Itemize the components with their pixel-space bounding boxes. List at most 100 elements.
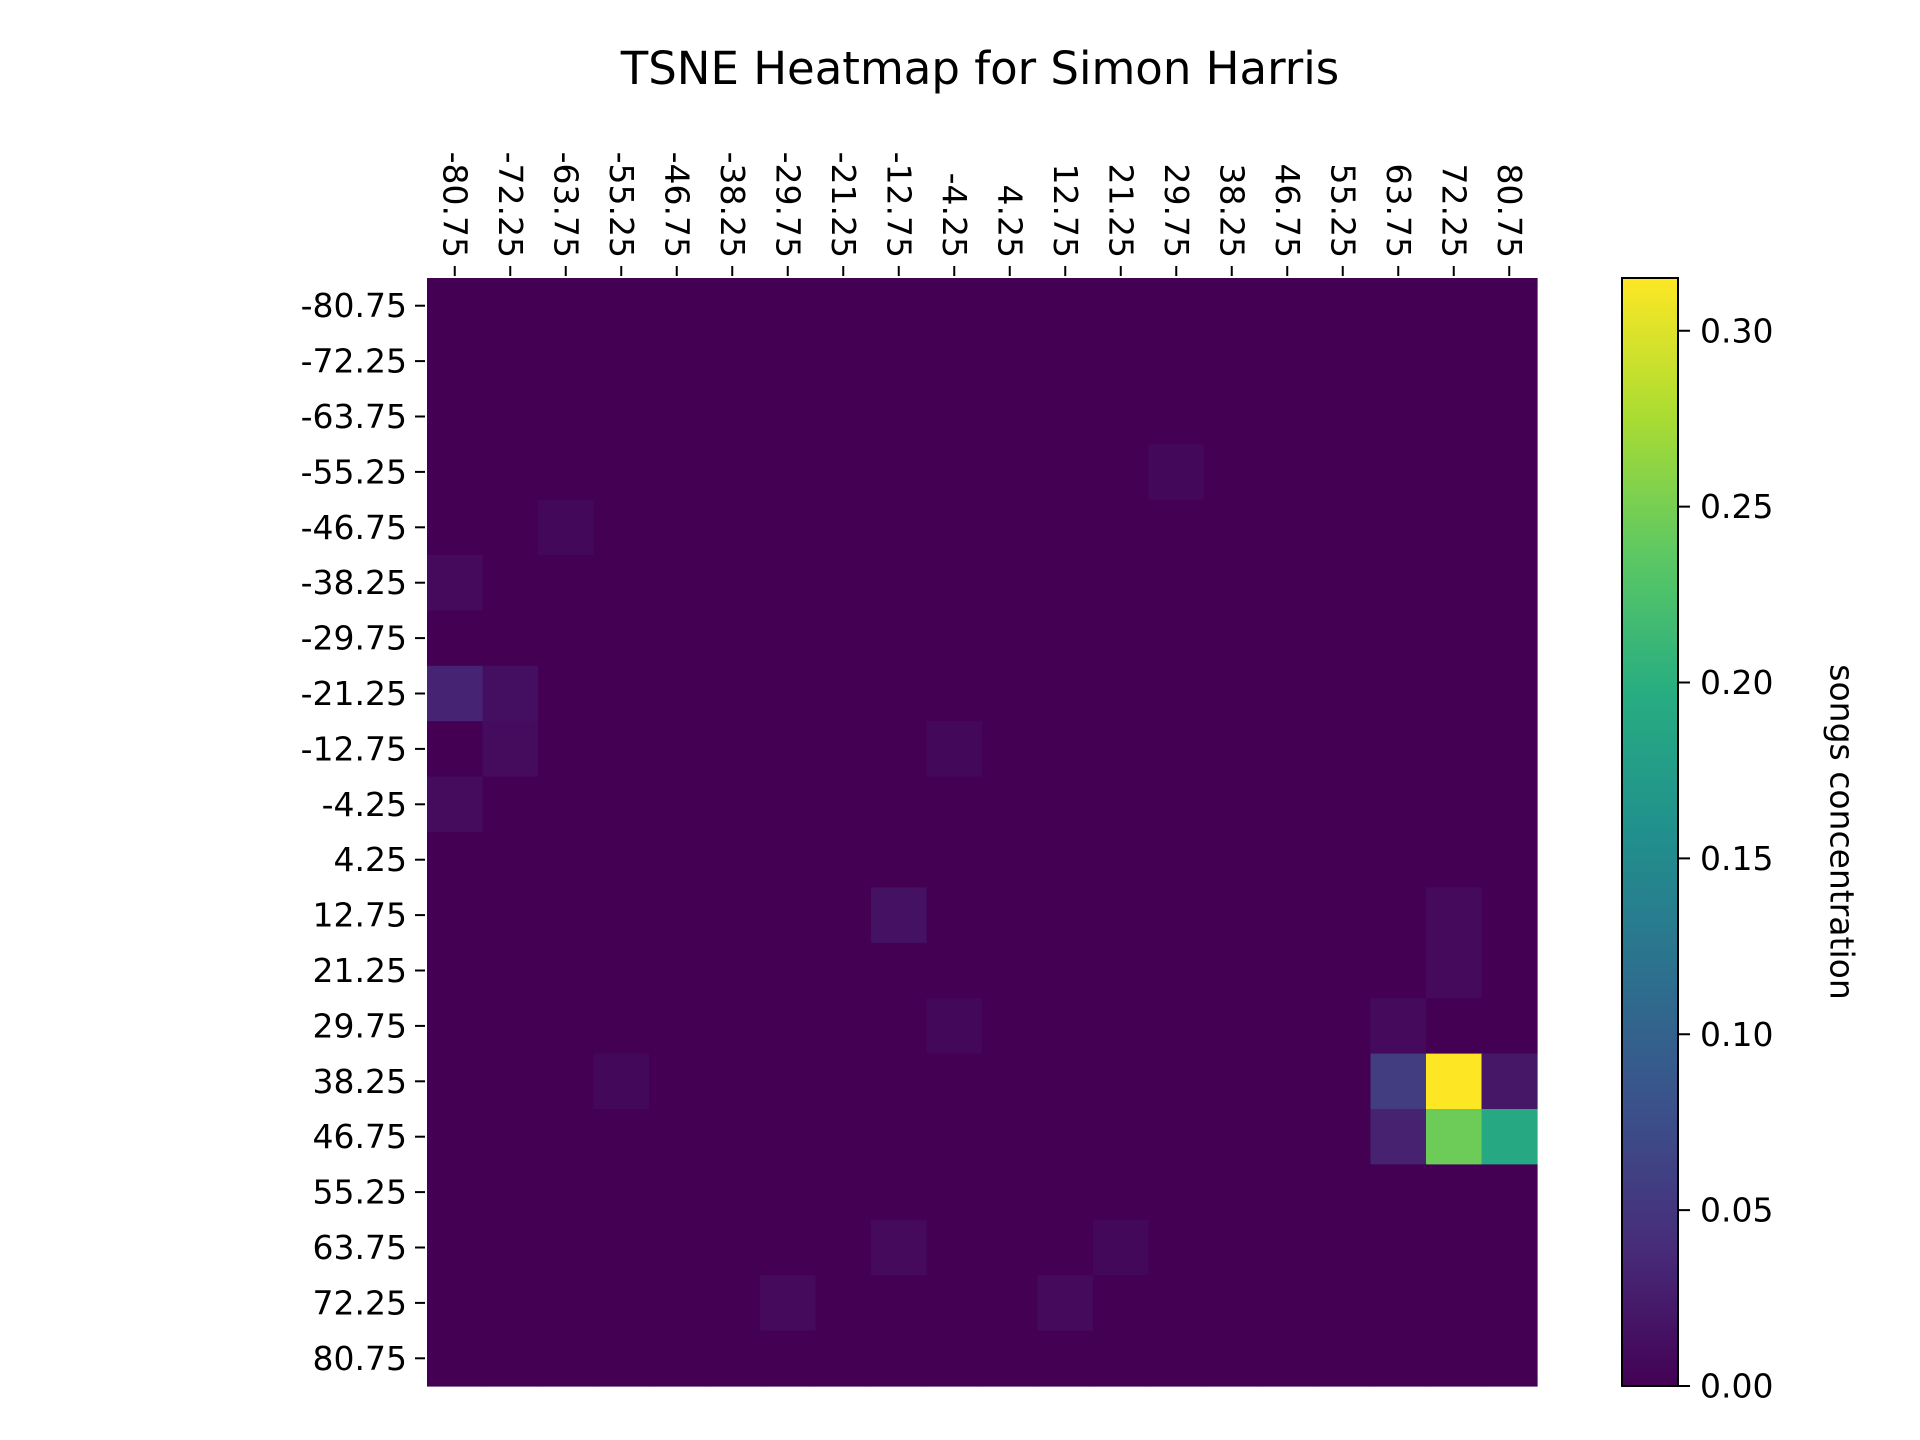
heatmap-cell [926,1275,983,1332]
heatmap-cell [704,998,761,1055]
heatmap-cell [926,998,983,1055]
heatmap-cell [1204,555,1261,611]
heatmap-cell [815,1219,872,1276]
y-tick-label: -46.75 [301,508,407,547]
heatmap-cell [1148,1330,1205,1387]
heatmap-cell [538,333,595,390]
heatmap-cell [593,1109,650,1165]
heatmap-cell [1259,555,1316,611]
heatmap-cell [593,776,650,833]
colorbar-ticks: 0.00 0.05 0.10 0.15 0.20 0.25 0.30 [1678,311,1773,1406]
heatmap-cell [538,1109,595,1165]
heatmap-cell [649,998,706,1055]
heatmap-cell [1481,333,1538,390]
heatmap-cell [871,721,928,778]
x-tick-label: 55.25 [1323,164,1362,258]
heatmap-cell [1481,444,1538,501]
heatmap-cell [649,832,706,888]
heatmap-cell [1370,1330,1427,1387]
heatmap-cell [1481,1109,1538,1165]
heatmap-cell [427,1164,484,1221]
heatmap-cell [1093,1164,1150,1221]
heatmap-cell [871,278,928,334]
heatmap-cell [649,610,706,667]
heatmap-cell [593,998,650,1055]
heatmap-cell [815,278,872,334]
heatmap-cell [1093,388,1150,445]
heatmap-cell [593,1275,650,1332]
heatmap-cell [538,776,595,833]
heatmap-cell [1370,1219,1427,1276]
heatmap-cell [482,1164,539,1221]
heatmap-cell [926,776,983,833]
heatmap-cell [871,388,928,445]
heatmap-cell [1148,610,1205,667]
colorbar-tick-label: 0.30 [1700,311,1773,350]
heatmap-cell [1426,665,1483,722]
heatmap-cell [760,942,817,999]
heatmap-cell [1315,776,1372,833]
y-axis: -80.75 -72.25 -63.75 -55.25 -46.75 -38.25 -29.… [301,286,425,1378]
heatmap-cell [593,887,650,944]
heatmap-cell [538,721,595,778]
y-tick-label: -4.25 [322,785,407,824]
y-tick-label: 29.75 [313,1006,407,1045]
x-tick-label: 38.25 [1212,164,1251,258]
heatmap-cell [482,499,539,556]
heatmap-cell [1315,610,1372,667]
heatmap-cell [538,998,595,1055]
heatmap-cell [538,887,595,944]
heatmap-cell [704,1275,761,1332]
heatmap-cell [871,610,928,667]
y-tick-label: -80.75 [301,286,407,325]
x-tick-label: 29.75 [1157,164,1196,258]
heatmap-cell [1037,1053,1094,1110]
heatmap-cell [1481,832,1538,888]
heatmap-cell [982,998,1039,1055]
heatmap-cell [1204,776,1261,833]
heatmap-cell [871,665,928,722]
x-tick-label: -80.75 [435,152,474,258]
heatmap-cell [871,555,928,611]
heatmap-cell [1037,832,1094,888]
heatmap-cell [1037,555,1094,611]
heatmap-cell [1481,776,1538,833]
heatmap-cell [649,278,706,334]
heatmap-cell [1259,1164,1316,1221]
heatmap-cell [1204,665,1261,722]
heatmap-cell [760,610,817,667]
heatmap-cell [427,610,484,667]
heatmap-cell [593,1330,650,1387]
heatmap-cell [1426,776,1483,833]
heatmap-cell [1426,998,1483,1055]
y-tick-label: 63.75 [313,1228,407,1267]
heatmap-cell [1315,555,1372,611]
heatmap-cell [1426,832,1483,888]
heatmap-cell [1037,1219,1094,1276]
heatmap-cell [649,1164,706,1221]
heatmap-cell [1370,1053,1427,1110]
heatmap-cell [926,1330,983,1387]
heatmap-cell [1481,998,1538,1055]
heatmap-cell [1148,1275,1205,1332]
heatmap-cell [427,1219,484,1276]
heatmap-cell [593,1053,650,1110]
heatmap-cell [1093,1053,1150,1110]
heatmap-cell [1148,998,1205,1055]
heatmap-cell [1370,1164,1427,1221]
heatmap-cell [982,1275,1039,1332]
heatmap-cell [1315,665,1372,722]
heatmap-cell [1370,832,1427,888]
x-tick-label: -12.75 [879,152,918,258]
heatmap-cell [1093,499,1150,556]
heatmap-cell [482,776,539,833]
heatmap-cell [649,499,706,556]
heatmap-cell [704,721,761,778]
heatmap-cell [1148,942,1205,999]
heatmap-cell [760,1109,817,1165]
heatmap-cell [593,278,650,334]
x-tick-label: 12.75 [1046,164,1085,258]
heatmap-cell [538,1164,595,1221]
y-tick-label: -72.25 [301,342,407,381]
heatmap-cell [1370,776,1427,833]
